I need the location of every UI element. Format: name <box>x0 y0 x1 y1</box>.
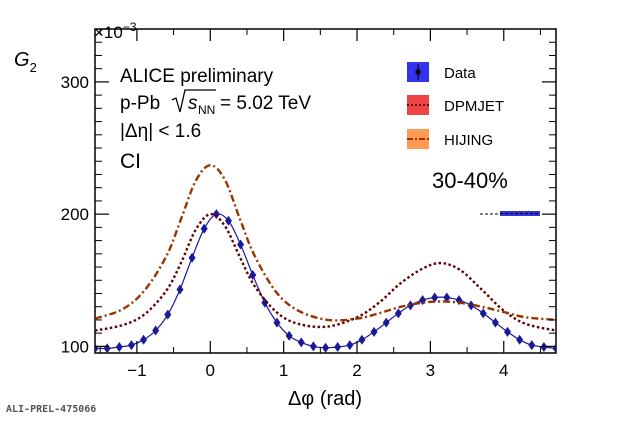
preliminary-id: ALI-PREL-475066 <box>6 404 97 415</box>
data-point <box>552 343 556 353</box>
series-line-hijing <box>95 164 556 322</box>
plot-frame <box>94 28 557 354</box>
systematic-band <box>480 211 540 216</box>
y-axis-label: G2 <box>14 49 37 75</box>
data-point <box>224 215 232 226</box>
data-point <box>140 334 148 345</box>
legend-swatch-hijing <box>407 129 429 149</box>
annotation-system: p-Pb s NN = 5.02 TeV <box>120 89 311 117</box>
x-tick-label: 3 <box>426 361 435 380</box>
legend: Data DPMJET HIJING <box>407 62 504 149</box>
series-line-data <box>95 213 556 350</box>
data-point <box>370 326 378 337</box>
data-point <box>394 308 402 319</box>
data-point <box>346 340 354 351</box>
data-point <box>309 341 317 352</box>
data-point <box>95 343 99 353</box>
data-point <box>152 325 160 336</box>
axes-layer: −1 0 1 2 3 4 100 200 300 <box>61 29 556 380</box>
data-point <box>176 284 184 295</box>
legend-label-hijing: HIJING <box>444 132 493 149</box>
data-point <box>127 340 135 351</box>
data-point <box>212 209 220 220</box>
data-point <box>285 330 293 341</box>
data-point <box>103 343 111 353</box>
data-point <box>297 337 305 348</box>
y-tick-label: 100 <box>61 337 89 356</box>
x-tick-label: 0 <box>206 361 215 380</box>
x-tick-label: 2 <box>352 361 361 380</box>
data-point <box>528 340 536 351</box>
series-line-dpmjet <box>95 212 556 332</box>
data-point <box>334 342 342 353</box>
annotation-eta-cut: |Δη| < 1.6 <box>120 121 201 142</box>
data-point <box>382 317 390 328</box>
x-tick-label: −1 <box>127 361 146 380</box>
legend-label-data: Data <box>444 65 476 82</box>
sqrt-symbol <box>171 89 216 113</box>
x-tick-label: 1 <box>279 361 288 380</box>
svg-text:p-Pb: p-Pb <box>120 93 160 114</box>
annotation-experiment: ALICE preliminary <box>120 66 274 87</box>
svg-text:NN: NN <box>198 103 215 117</box>
data-point <box>249 269 257 280</box>
data-point <box>115 342 123 353</box>
data-point <box>188 252 196 263</box>
data-point <box>540 342 548 353</box>
data-point <box>431 292 439 303</box>
y-multiplier: ×10−3 <box>94 20 137 42</box>
data-point <box>491 317 499 328</box>
annotation-charge: CI <box>120 150 141 173</box>
svg-text:s: s <box>188 93 198 114</box>
annotation-centrality: 30-40% <box>432 168 508 193</box>
data-point <box>261 297 269 308</box>
x-tick-label: 4 <box>499 361 508 380</box>
legend-label-dpmjet: DPMJET <box>444 98 504 115</box>
y-tick-label: 200 <box>61 205 89 224</box>
data-point <box>322 342 330 353</box>
data-point <box>479 308 487 319</box>
svg-text:= 5.02 TeV: = 5.02 TeV <box>220 93 311 114</box>
data-point <box>504 326 512 337</box>
data-point <box>237 239 245 250</box>
y-tick-label: 300 <box>61 73 89 92</box>
data-point <box>358 334 366 345</box>
data-point <box>164 309 172 320</box>
data-point <box>467 300 475 311</box>
data-point <box>200 223 208 234</box>
data-point <box>443 292 451 303</box>
data-point <box>273 317 281 328</box>
series-layer <box>95 164 556 353</box>
data-point <box>516 334 524 345</box>
x-axis-label: Δφ (rad) <box>288 388 362 410</box>
legend-swatch-dpmjet <box>407 95 429 115</box>
